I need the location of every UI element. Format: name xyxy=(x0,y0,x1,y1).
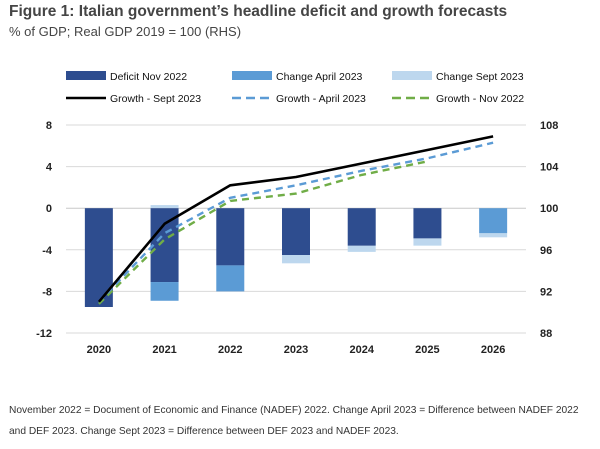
x-tick-label: 2025 xyxy=(415,344,439,356)
bar-change-april-2023 xyxy=(150,282,179,301)
y-left-tick-label: -12 xyxy=(36,328,52,340)
x-tick-label: 2026 xyxy=(481,344,505,356)
bar-change-sept-2023 xyxy=(413,238,442,246)
y-right-tick-label: 100 xyxy=(540,203,558,215)
y-right-tick-label: 104 xyxy=(540,162,559,174)
chart-svg: 8 4 0 -4 -8 -12 108 104 100 96 92 88 2020 2021 2022 202… xyxy=(36,71,559,356)
bar-change-sept-2023 xyxy=(479,233,508,238)
x-tick-label: 2023 xyxy=(284,344,308,356)
y-right-tick-label: 88 xyxy=(540,328,552,340)
legend-label: Growth - April 2023 xyxy=(276,93,366,105)
bar-deficit-nov-2022 xyxy=(216,208,245,266)
y-right-tick-label: 96 xyxy=(540,245,552,257)
legend-swatch-deficit-nov-2022 xyxy=(66,71,106,80)
legend-label: Growth - Nov 2022 xyxy=(436,93,524,105)
y-right-tick-label: 108 xyxy=(540,120,558,132)
legend-label: Growth - Sept 2023 xyxy=(110,93,201,105)
y-left-tick-label: 4 xyxy=(46,162,53,174)
bar-deficit-nov-2022 xyxy=(347,208,376,246)
legend-swatch-change-sept-2023 xyxy=(392,71,432,80)
legend-label: Change Sept 2023 xyxy=(436,71,524,83)
bar-change-april-2023 xyxy=(479,208,508,234)
legend-swatch-change-april-2023 xyxy=(232,71,272,80)
x-tick-label: 2024 xyxy=(349,344,374,356)
legend-label: Deficit Nov 2022 xyxy=(110,71,187,83)
line-growth-nov-2022 xyxy=(98,160,428,305)
y-left-tick-label: -8 xyxy=(42,286,52,298)
bar-change-sept-2023 xyxy=(347,245,376,252)
bar-deficit-nov-2022 xyxy=(150,208,179,283)
x-tick-label: 2021 xyxy=(152,344,176,356)
y-left-tick-label: 8 xyxy=(46,120,52,132)
bar-change-sept-2023 xyxy=(282,255,310,264)
bar-deficit-nov-2022 xyxy=(413,208,442,239)
x-tick-label: 2020 xyxy=(87,344,111,356)
legend-label: Change April 2023 xyxy=(276,71,363,83)
y-left-tick-label: 0 xyxy=(46,203,52,215)
bar-deficit-nov-2022 xyxy=(282,208,310,255)
chart-subtitle: % of GDP; Real GDP 2019 = 100 (RHS) xyxy=(9,24,242,39)
line-growth-sept-2023 xyxy=(97,135,494,303)
chart-title: Figure 1: Italian government’s headline … xyxy=(9,3,508,20)
chart-footnote: November 2022 = Document of Economic and… xyxy=(9,405,579,437)
bar-change-april-2023 xyxy=(216,265,245,292)
chart-area: 8 4 0 -4 -8 -12 108 104 100 96 92 88 2020 2021 2022 202… xyxy=(0,55,600,365)
y-right-tick-label: 92 xyxy=(540,286,552,298)
y-left-tick-label: -4 xyxy=(42,245,53,257)
x-tick-label: 2022 xyxy=(218,344,242,356)
bar-change-sept-2023 xyxy=(150,205,179,209)
